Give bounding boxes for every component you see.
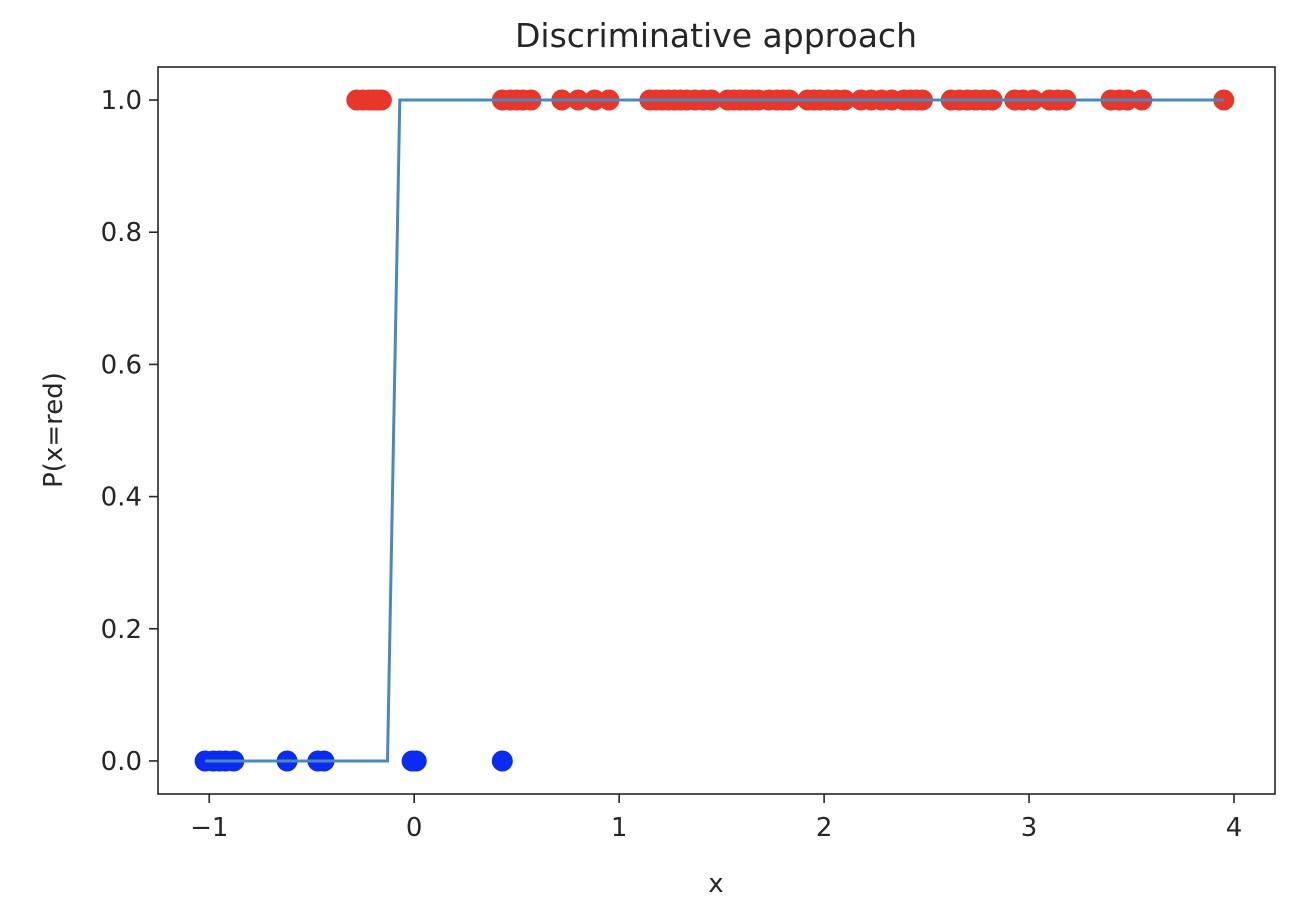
x-tick-label: 4 — [1226, 813, 1243, 843]
y-tick-label: 0.8 — [101, 218, 142, 248]
y-axis-label: P(x=red) — [39, 372, 69, 488]
x-tick-label: 0 — [406, 813, 423, 843]
x-axis-label: x — [708, 869, 723, 899]
x-tick-label: 2 — [816, 813, 833, 843]
y-tick-label: 0.6 — [101, 350, 142, 380]
y-tick-label: 0.2 — [101, 615, 142, 645]
y-tick-label: 0.4 — [101, 483, 142, 513]
scatter-point-0-5 — [370, 89, 392, 111]
data-layer — [194, 89, 1235, 772]
plot-frame — [157, 66, 1276, 795]
y-axis: 0.0 0.2 0.4 0.6 0.8 1.0 — [101, 86, 158, 777]
x-tick-label: −1 — [190, 813, 228, 843]
chart-title: Discriminative approach — [515, 16, 917, 55]
scatter-point-1-9 — [405, 750, 427, 772]
y-tick-label: 0.0 — [101, 747, 142, 777]
scatter-point-1-10 — [491, 750, 513, 772]
decision-line-2 — [205, 98, 1224, 763]
x-tick-label: 3 — [1021, 813, 1038, 843]
x-tick-label: 1 — [611, 813, 628, 843]
x-axis: −1 0 1 2 3 4 — [190, 794, 1242, 843]
y-tick-label: 1.0 — [101, 86, 142, 116]
